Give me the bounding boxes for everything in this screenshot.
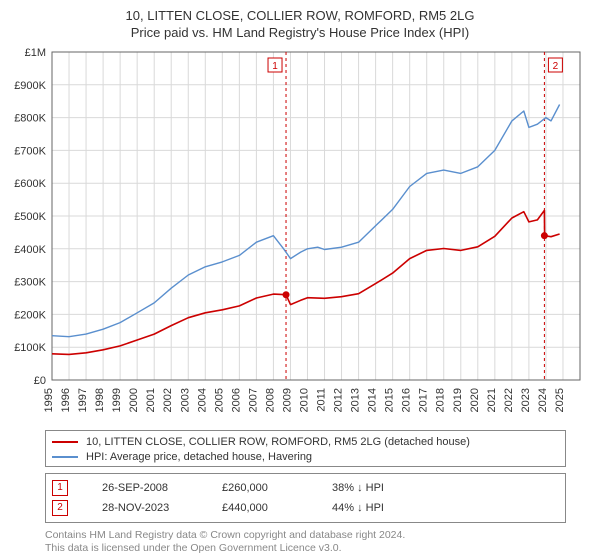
svg-text:2020: 2020: [469, 388, 481, 412]
svg-text:2024: 2024: [537, 388, 549, 412]
sale-price-2: £440,000: [222, 502, 332, 514]
svg-text:2014: 2014: [367, 388, 379, 412]
svg-text:2: 2: [553, 61, 559, 72]
svg-text:2001: 2001: [145, 388, 157, 412]
svg-text:£900K: £900K: [14, 80, 46, 92]
svg-text:2006: 2006: [230, 388, 242, 412]
svg-text:2005: 2005: [213, 388, 225, 412]
svg-text:2008: 2008: [264, 388, 276, 412]
legend-row-hpi: HPI: Average price, detached house, Have…: [52, 449, 559, 464]
sale-date-2: 28-NOV-2023: [102, 502, 222, 514]
legend-label-hpi: HPI: Average price, detached house, Have…: [86, 451, 312, 463]
svg-text:2013: 2013: [350, 388, 362, 412]
svg-text:£300K: £300K: [14, 277, 46, 289]
svg-text:2018: 2018: [435, 388, 447, 412]
sale-marker-badge-1: 1: [52, 480, 68, 496]
sale-delta-2: 44% ↓ HPI: [332, 502, 442, 514]
svg-text:1: 1: [272, 61, 278, 72]
svg-text:2019: 2019: [452, 388, 464, 412]
svg-text:2004: 2004: [196, 388, 208, 412]
svg-text:2002: 2002: [162, 388, 174, 412]
svg-text:2007: 2007: [247, 388, 259, 412]
svg-text:£500K: £500K: [14, 211, 46, 223]
svg-text:1998: 1998: [94, 388, 106, 412]
footnote-line2: This data is licensed under the Open Gov…: [45, 542, 566, 555]
svg-text:2016: 2016: [401, 388, 413, 412]
svg-text:£700K: £700K: [14, 145, 46, 157]
svg-text:2023: 2023: [520, 388, 532, 412]
svg-text:2010: 2010: [298, 388, 310, 412]
svg-text:£1M: £1M: [25, 47, 46, 59]
svg-text:£0: £0: [34, 375, 46, 387]
sale-marker-badge-2: 2: [52, 500, 68, 516]
svg-text:2025: 2025: [554, 388, 566, 412]
chart-svg: £0 £100K £200K £300K £400K £500K £600K £700K £80…: [0, 44, 600, 424]
svg-text:1996: 1996: [60, 388, 72, 412]
legend-row-property: 10, LITTEN CLOSE, COLLIER ROW, ROMFORD, …: [52, 434, 559, 449]
sale-marker-row-1: 1 26-SEP-2008 £260,000 38% ↓ HPI: [52, 478, 559, 498]
svg-text:2021: 2021: [486, 388, 498, 412]
legend-swatch-hpi: [52, 456, 78, 458]
svg-text:1995: 1995: [43, 388, 55, 412]
legend-label-property: 10, LITTEN CLOSE, COLLIER ROW, ROMFORD, …: [86, 436, 470, 448]
footnote: Contains HM Land Registry data © Crown c…: [45, 529, 566, 555]
sale-delta-1: 38% ↓ HPI: [332, 482, 442, 494]
page-title-line2: Price paid vs. HM Land Registry's House …: [0, 23, 600, 44]
sale-date-1: 26-SEP-2008: [102, 482, 222, 494]
svg-text:1999: 1999: [111, 388, 123, 412]
svg-text:£400K: £400K: [14, 244, 46, 256]
svg-text:£100K: £100K: [14, 342, 46, 354]
svg-text:2011: 2011: [316, 388, 328, 412]
svg-text:£800K: £800K: [14, 113, 46, 125]
svg-text:2012: 2012: [333, 388, 345, 412]
legend: 10, LITTEN CLOSE, COLLIER ROW, ROMFORD, …: [45, 430, 566, 467]
svg-text:2003: 2003: [179, 388, 191, 412]
svg-text:£200K: £200K: [14, 309, 46, 321]
sale-marker-row-2: 2 28-NOV-2023 £440,000 44% ↓ HPI: [52, 498, 559, 518]
legend-swatch-property: [52, 441, 78, 443]
sale-price-1: £260,000: [222, 482, 332, 494]
footnote-line1: Contains HM Land Registry data © Crown c…: [45, 529, 566, 542]
page-title-line1: 10, LITTEN CLOSE, COLLIER ROW, ROMFORD, …: [0, 0, 600, 23]
svg-text:2000: 2000: [128, 388, 140, 412]
sale-marker-table: 1 26-SEP-2008 £260,000 38% ↓ HPI 2 28-NO…: [45, 473, 566, 523]
price-chart: £0 £100K £200K £300K £400K £500K £600K £700K £80…: [0, 44, 600, 424]
svg-text:2017: 2017: [418, 388, 430, 412]
svg-text:1997: 1997: [77, 388, 89, 412]
svg-text:2015: 2015: [384, 388, 396, 412]
svg-text:2022: 2022: [503, 388, 515, 412]
svg-text:2009: 2009: [281, 388, 293, 412]
svg-text:£600K: £600K: [14, 178, 46, 190]
